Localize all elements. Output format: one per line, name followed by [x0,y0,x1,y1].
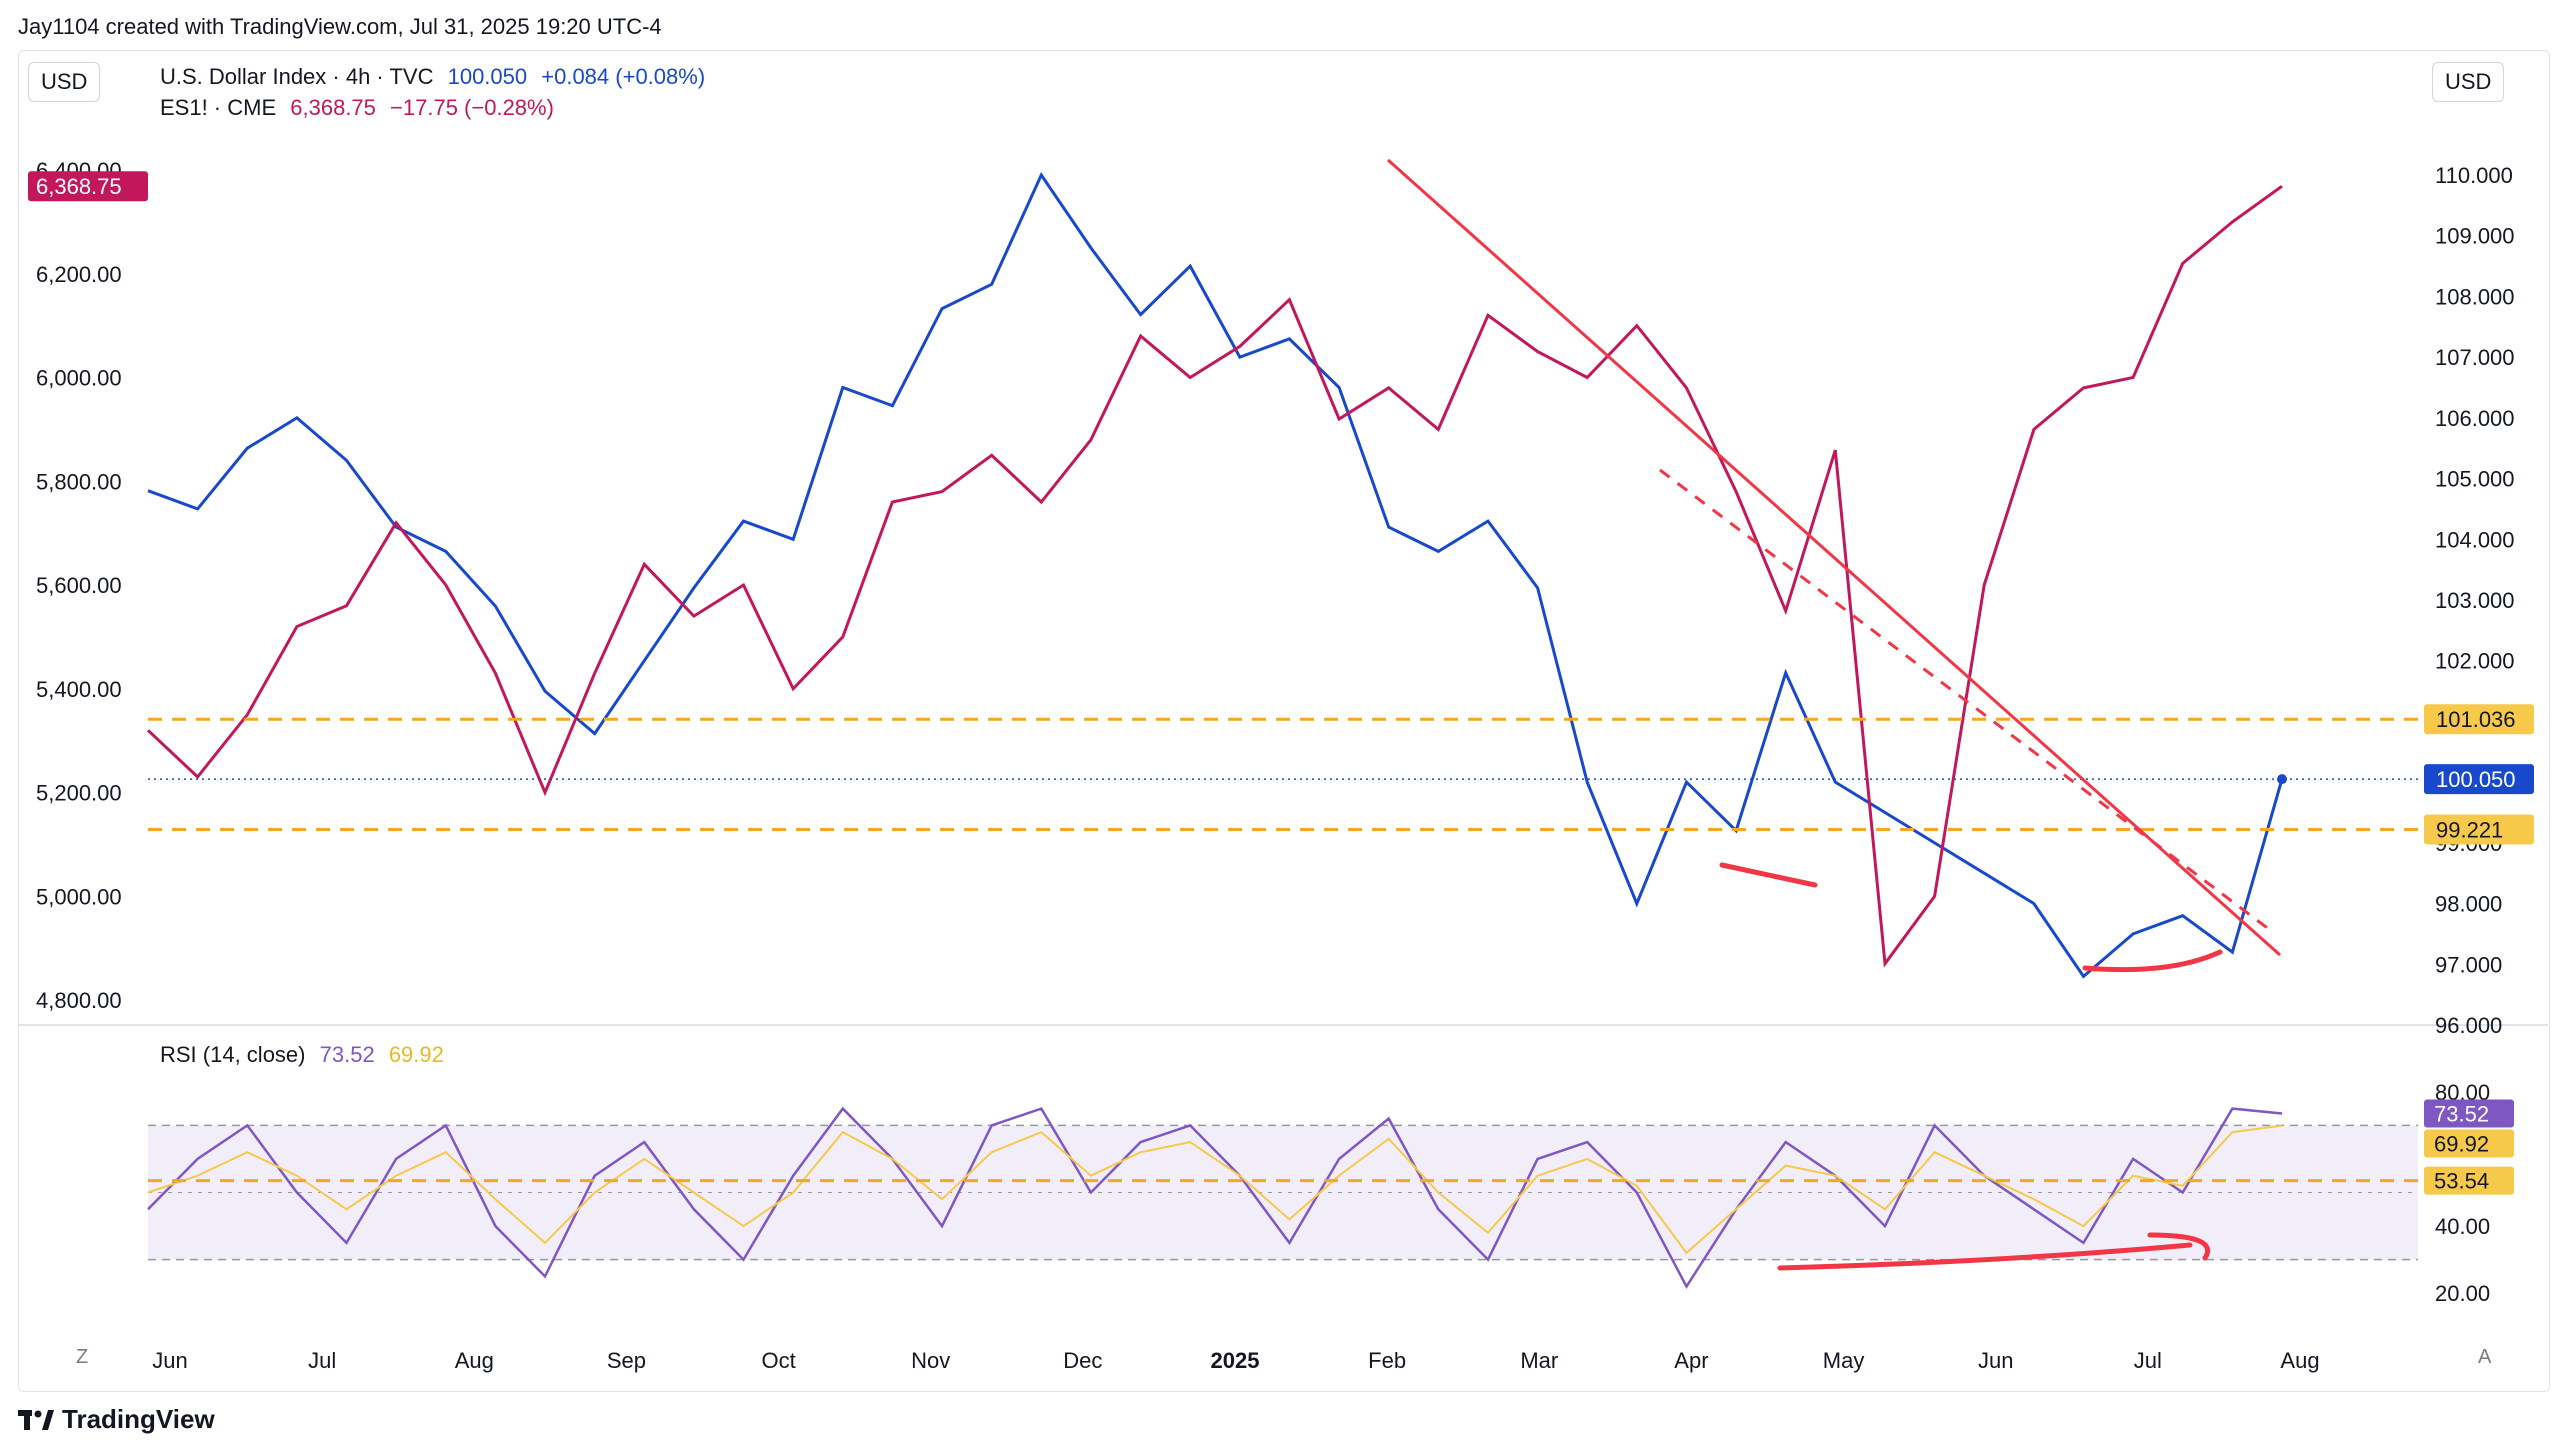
tradingview-logo-icon [18,1409,54,1430]
right-currency-button[interactable]: USD [2432,62,2505,102]
legend-dxy-value: 100.050 [447,64,528,89]
chart-attribution: Jay1104 created with TradingView.com, Ju… [18,14,662,39]
legend-rsi-ma: 69.92 [388,1042,444,1067]
log-scale-button[interactable]: A [2478,1346,2492,1368]
legend-rsi-value: 73.52 [319,1042,375,1067]
brand-name: TradingView [62,1404,215,1434]
legend-dxy-name: U.S. Dollar Index · 4h · TVC [160,64,434,89]
legend-es-change: −17.75 (−0.28%) [390,95,554,120]
legend-rsi-name: RSI (14, close) [160,1042,306,1067]
legend-rsi[interactable]: RSI (14, close) 73.52 69.92 [160,1042,452,1068]
legend-es-name: ES1! · CME [160,95,277,120]
auto-scale-button[interactable]: Z [76,1346,89,1368]
left-currency-button[interactable]: USD [28,62,101,102]
legend-es[interactable]: ES1! · CME 6,368.75 −17.75 (−0.28%) [160,95,562,121]
legend-dxy[interactable]: U.S. Dollar Index · 4h · TVC 100.050 +0.… [160,64,713,90]
legend-es-value: 6,368.75 [290,95,376,120]
tradingview-brand: TradingView [18,1404,215,1435]
chart-frame [18,50,2550,1392]
legend-dxy-change: +0.084 (+0.08%) [541,64,706,89]
